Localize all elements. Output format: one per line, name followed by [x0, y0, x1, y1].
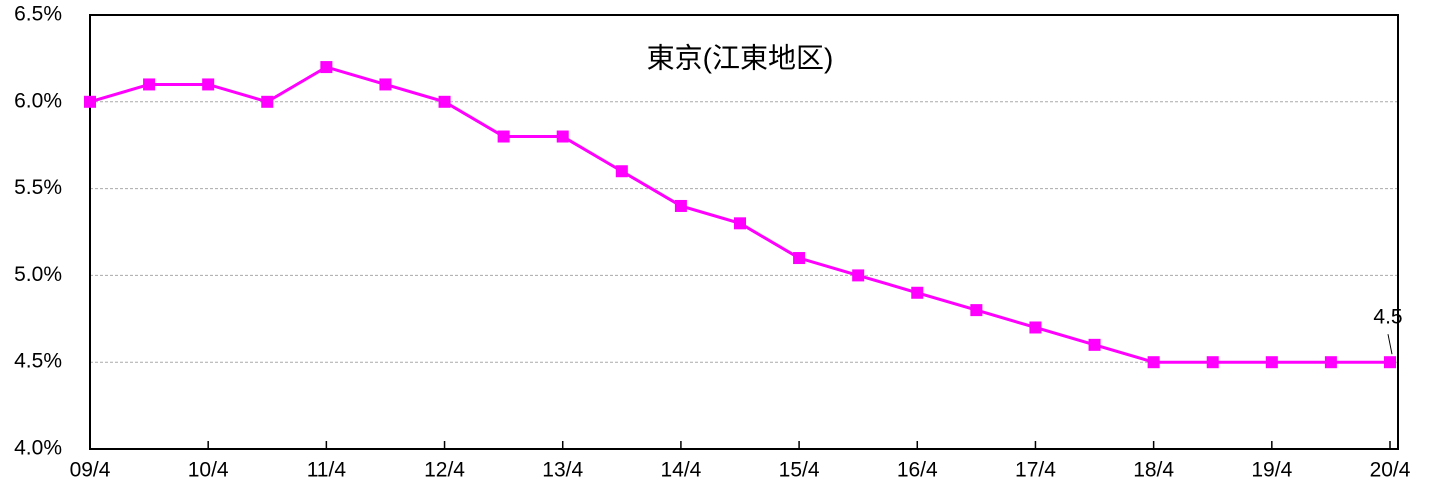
y-tick-label: 6.5% [14, 3, 62, 26]
label-leader [1387, 334, 1393, 355]
x-tick-label: 20/4 [1370, 459, 1411, 482]
series-marker [1147, 356, 1160, 369]
chart-title: 東京(江東地区) [647, 42, 834, 73]
series-marker [143, 78, 156, 91]
y-tick-label: 5.5% [14, 176, 62, 199]
x-tick-label: 13/4 [542, 459, 583, 482]
series-marker [84, 95, 96, 108]
x-tick-label: 09/4 [70, 459, 111, 482]
series-marker [1088, 338, 1101, 351]
x-tick-label: 16/4 [897, 459, 938, 482]
series-marker [497, 130, 510, 143]
series-marker [734, 217, 746, 230]
series-marker [1384, 356, 1396, 369]
y-tick-label: 4.5% [14, 350, 62, 373]
series-marker [852, 269, 865, 282]
series-marker [1265, 356, 1278, 369]
series-marker [674, 199, 687, 212]
x-tick-label: 11/4 [307, 459, 347, 482]
series-marker [970, 304, 983, 317]
series-marker [1324, 356, 1337, 369]
series-marker [1206, 356, 1219, 369]
series-marker [261, 95, 274, 108]
y-tick-label: 4.0% [14, 437, 62, 460]
plot-frame [89, 14, 1399, 450]
x-tick-label: 19/4 [1251, 459, 1292, 482]
series-marker [793, 252, 806, 265]
series-marker [438, 95, 451, 108]
series-marker [556, 130, 569, 143]
data-label: 4.5 [1373, 306, 1402, 329]
x-tick-label: 15/4 [779, 459, 820, 482]
x-tick-label: 17/4 [1015, 459, 1056, 482]
series-marker [911, 286, 924, 299]
series-marker [615, 165, 628, 178]
x-tick-label: 14/4 [660, 459, 701, 482]
y-tick-label: 5.0% [14, 263, 62, 286]
x-tick-label: 12/4 [424, 459, 465, 482]
y-tick-label: 6.0% [14, 89, 62, 112]
series-marker [379, 78, 392, 91]
series-marker [320, 61, 333, 74]
series-line [89, 65, 1390, 364]
x-tick-label: 10/4 [188, 459, 229, 482]
series-marker [202, 78, 215, 91]
series-marker [1029, 321, 1042, 334]
x-tick-label: 18/4 [1133, 459, 1174, 482]
